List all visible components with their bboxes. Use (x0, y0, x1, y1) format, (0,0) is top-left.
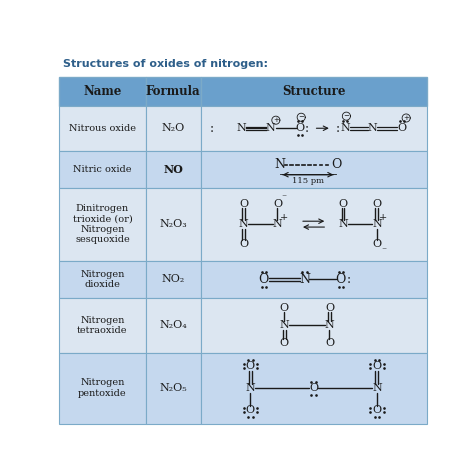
Text: N: N (367, 123, 377, 133)
Text: :: : (305, 122, 309, 135)
Text: N₂O₃: N₂O₃ (159, 219, 187, 229)
Text: Nitric oxide: Nitric oxide (73, 165, 132, 174)
Text: O: O (331, 159, 341, 171)
Bar (146, 188, 201, 261)
Text: O: O (336, 273, 346, 286)
Bar (201, 353, 427, 424)
Text: O: O (280, 338, 289, 348)
Text: Name: Name (83, 85, 122, 98)
Bar (146, 298, 201, 353)
Text: N: N (237, 123, 246, 133)
Text: N: N (340, 123, 350, 133)
Bar (201, 151, 427, 188)
Text: N₂O₅: N₂O₅ (159, 383, 187, 393)
Text: O: O (397, 123, 406, 133)
Bar (59, 188, 146, 261)
Bar (59, 261, 146, 298)
Text: O: O (325, 338, 334, 348)
Text: N: N (325, 320, 334, 330)
Bar (201, 298, 427, 353)
Text: O: O (239, 239, 248, 249)
Text: O: O (373, 239, 382, 249)
Text: N: N (279, 320, 289, 330)
Text: O: O (259, 273, 269, 286)
Bar (59, 151, 146, 188)
Text: O: O (239, 199, 248, 209)
Text: O: O (373, 405, 382, 415)
Text: Structure: Structure (282, 85, 346, 98)
Text: Nitrous oxide: Nitrous oxide (69, 124, 136, 133)
Text: O: O (309, 383, 318, 393)
Text: N₂O₄: N₂O₄ (159, 320, 187, 330)
Text: N₂O: N₂O (162, 123, 185, 133)
Text: Nitrogen
tetraoxide: Nitrogen tetraoxide (77, 316, 128, 335)
Bar (146, 106, 201, 151)
Text: NO: NO (163, 164, 183, 175)
Text: O: O (246, 361, 255, 371)
Text: O: O (373, 199, 382, 209)
Text: N: N (372, 383, 382, 393)
Text: Nitrogen
dioxide: Nitrogen dioxide (80, 270, 125, 289)
Bar (201, 261, 427, 298)
Text: 115 pm: 115 pm (292, 177, 324, 185)
Text: O: O (273, 199, 282, 209)
Text: O: O (295, 123, 305, 133)
Text: −: − (298, 114, 304, 120)
Bar (146, 151, 201, 188)
Text: :: : (210, 122, 214, 135)
Bar (201, 188, 427, 261)
Text: N: N (372, 219, 382, 229)
Text: O: O (373, 361, 382, 371)
Text: O: O (280, 303, 289, 313)
Text: −: − (344, 113, 349, 119)
Text: Nitrogen
pentoxide: Nitrogen pentoxide (78, 378, 127, 398)
Bar (59, 298, 146, 353)
Text: ⁻: ⁻ (381, 247, 386, 256)
Text: +: + (379, 213, 388, 222)
Text: N: N (274, 159, 285, 171)
Text: +: + (273, 117, 279, 123)
Text: :: : (347, 273, 351, 286)
Text: O: O (338, 199, 347, 209)
Bar (146, 353, 201, 424)
Text: ⁻: ⁻ (282, 193, 287, 202)
Text: Structures of oxides of nitrogen:: Structures of oxides of nitrogen: (63, 59, 268, 69)
Text: N: N (246, 383, 255, 393)
Bar (59, 106, 146, 151)
Text: :: : (336, 122, 340, 135)
Bar (146, 77, 201, 106)
Text: +: + (280, 213, 288, 222)
Bar (201, 77, 427, 106)
Text: Dinitrogen
trioxide (or)
Nitrogen
sesquoxide: Dinitrogen trioxide (or) Nitrogen sesquo… (73, 204, 132, 244)
Bar (201, 106, 427, 151)
Text: NO₂: NO₂ (162, 275, 185, 285)
Text: N: N (338, 219, 348, 229)
Bar (59, 353, 146, 424)
Text: N: N (239, 219, 248, 229)
Bar (59, 77, 146, 106)
Bar (146, 261, 201, 298)
Text: N: N (299, 273, 310, 286)
Text: O: O (325, 303, 334, 313)
Text: N: N (273, 219, 283, 229)
Text: Formula: Formula (146, 85, 201, 98)
Text: N: N (266, 123, 275, 133)
Text: O: O (246, 405, 255, 415)
Text: +: + (403, 115, 409, 121)
